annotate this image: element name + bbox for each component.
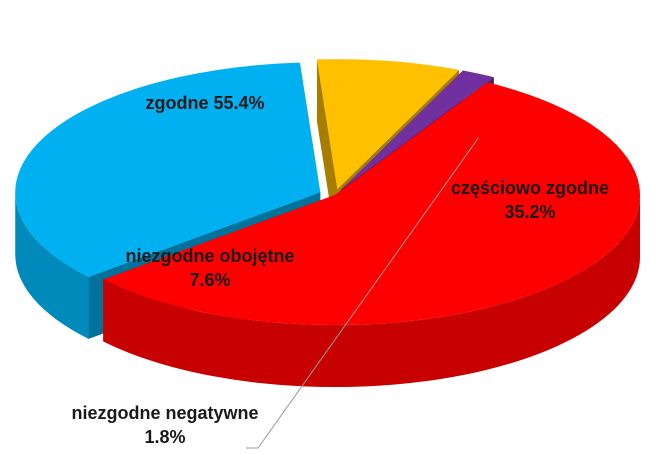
data-label: niezgodne negatywne 1.8% [65,401,265,449]
label-category: zgodne [145,93,209,113]
slice-top [316,59,460,190]
slice-top [341,70,494,190]
data-label: niezgodne obojętne 7.6% [125,244,295,292]
label-value: 55.4% [213,93,265,113]
label-category: niezgodne obojętne [125,246,295,266]
data-label: częściowo zgodne 35.2% [445,176,615,224]
slice-outer-wall-shade [103,195,640,388]
slice-outer-wall [103,195,640,388]
leader-line [246,137,480,449]
label-category: częściowo zgodne [450,178,610,198]
data-label: zgodne 55.4% [105,91,305,115]
slice-top [15,62,321,277]
label-category: niezgodne negatywne [71,403,259,423]
slice-outer-wall [15,192,89,339]
slice-outer-wall-shade [15,192,89,339]
slice-top [103,82,641,326]
label-value: 7.6% [189,270,231,290]
label-value: 35.2% [504,202,556,222]
label-value: 1.8% [144,427,186,447]
